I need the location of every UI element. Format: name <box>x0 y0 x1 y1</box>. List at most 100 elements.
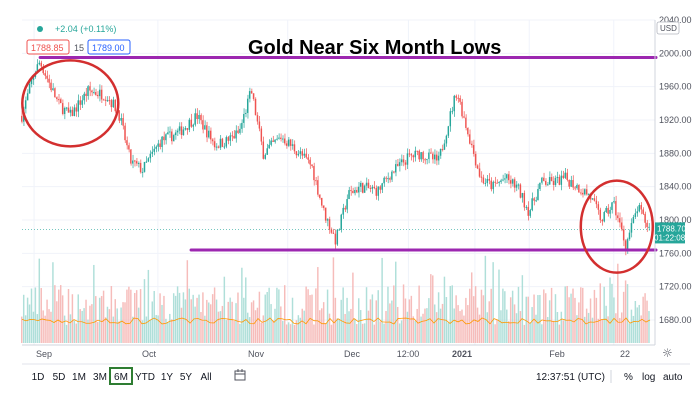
price-tick-label: 2000.00 <box>659 48 692 58</box>
candle-body <box>254 98 257 116</box>
candle-body <box>430 152 432 154</box>
volume-bar <box>169 313 171 343</box>
volume-bar <box>285 324 288 343</box>
volume-bar <box>535 314 537 343</box>
volume-bar <box>128 286 130 343</box>
volume-bar <box>98 297 101 343</box>
candle-body <box>367 182 370 189</box>
volume-bar <box>165 318 167 343</box>
candle-body <box>525 206 527 208</box>
volume-bar <box>640 315 642 343</box>
price-tag: 1788.70 01:22:08 <box>654 222 686 244</box>
candle-body <box>262 141 265 159</box>
candle-body <box>597 204 600 210</box>
volume-bar <box>572 288 574 343</box>
range-button-1d[interactable]: 1D <box>32 372 45 383</box>
volume-bar <box>595 297 598 343</box>
candle-body <box>506 174 508 179</box>
volume-bar <box>254 310 257 343</box>
volume-bar <box>77 294 79 343</box>
volume-bar <box>527 296 529 343</box>
volume-bar <box>61 295 64 343</box>
volume-bar <box>463 315 465 343</box>
time-tick-label: Feb <box>549 349 565 359</box>
candle-body <box>451 111 453 113</box>
candle-body <box>324 207 327 221</box>
highlight-circle <box>579 179 655 274</box>
price-axis[interactable]: 1680.00 1720.00 1760.00 1800.00 1840.00 1880.… <box>659 15 692 325</box>
candle-body <box>321 197 323 206</box>
log-toggle[interactable]: log <box>642 372 655 383</box>
range-button-1y[interactable]: 1Y <box>161 372 174 383</box>
currency-badge[interactable] <box>656 21 680 35</box>
range-button-1m[interactable]: 1M <box>72 372 86 383</box>
candle-body <box>307 157 309 160</box>
volume-bar <box>626 284 629 343</box>
screenshot-range-icon[interactable] <box>234 369 246 381</box>
volume-bar <box>545 293 547 343</box>
candle-body <box>110 100 113 108</box>
candle-body <box>124 125 126 141</box>
candle-body <box>617 215 619 219</box>
candle-body <box>130 149 132 164</box>
volume-bar <box>451 285 453 343</box>
volume-bar <box>578 302 580 343</box>
range-button-3m[interactable]: 3M <box>93 372 107 383</box>
range-button-ytd[interactable]: YTD <box>135 372 155 383</box>
volume-bar <box>237 292 239 343</box>
candle-body <box>112 99 115 108</box>
candle-body <box>406 153 409 165</box>
range-button-5d[interactable]: 5D <box>53 372 66 383</box>
volume-bar <box>293 324 296 343</box>
range-button-all[interactable]: All <box>200 372 211 383</box>
candle-body <box>552 180 555 185</box>
candle-body <box>472 145 475 154</box>
volume-bar <box>636 307 639 343</box>
volume-bar <box>270 304 272 343</box>
utc-clock[interactable]: 12:37:51 (UTC) <box>536 372 605 383</box>
volume-bar <box>215 299 218 343</box>
candle-body <box>410 154 413 156</box>
candle-body <box>40 62 42 67</box>
candle-body <box>143 161 146 172</box>
candle-body <box>102 99 105 101</box>
candle-body <box>545 180 547 185</box>
volume-bar <box>350 308 352 343</box>
price-tick-label: 1920.00 <box>659 115 692 125</box>
candle-body <box>274 139 276 142</box>
candle-body <box>352 190 354 194</box>
volume-bar <box>120 307 122 343</box>
volume-bar <box>46 299 48 343</box>
candle-body <box>157 143 159 147</box>
bid-box[interactable] <box>26 39 70 55</box>
candle-body <box>642 209 644 214</box>
volume-bar <box>459 311 461 343</box>
time-axis[interactable]: Sep Oct Nov Dec 12:00 2021 Feb 22 <box>36 349 630 359</box>
candle-body <box>580 192 582 194</box>
candle-body <box>441 149 444 151</box>
auto-toggle[interactable]: auto <box>663 372 683 383</box>
volume-bar <box>511 290 514 343</box>
candle-body <box>223 146 226 148</box>
candle-body <box>414 150 416 158</box>
candle-body <box>38 62 41 65</box>
candle-body <box>32 77 35 81</box>
ask-box[interactable] <box>87 39 131 55</box>
volume-bar <box>342 287 344 343</box>
candle-body <box>537 188 539 201</box>
volume-bar <box>546 317 549 343</box>
percent-toggle[interactable]: % <box>624 372 633 383</box>
candle-body <box>599 209 602 220</box>
range-button-5y[interactable]: 5Y <box>180 372 193 383</box>
highlight-circle <box>21 59 120 148</box>
candle-body <box>605 207 607 212</box>
candle-body <box>48 78 50 83</box>
candle-body <box>161 136 163 147</box>
settings-icon[interactable]: ☼ <box>662 346 673 360</box>
volume-bar <box>48 309 50 343</box>
candle-body <box>227 137 229 141</box>
candle-body <box>319 194 321 198</box>
range-button-6m[interactable]: 6M <box>114 372 128 383</box>
volume-bar <box>106 306 109 343</box>
